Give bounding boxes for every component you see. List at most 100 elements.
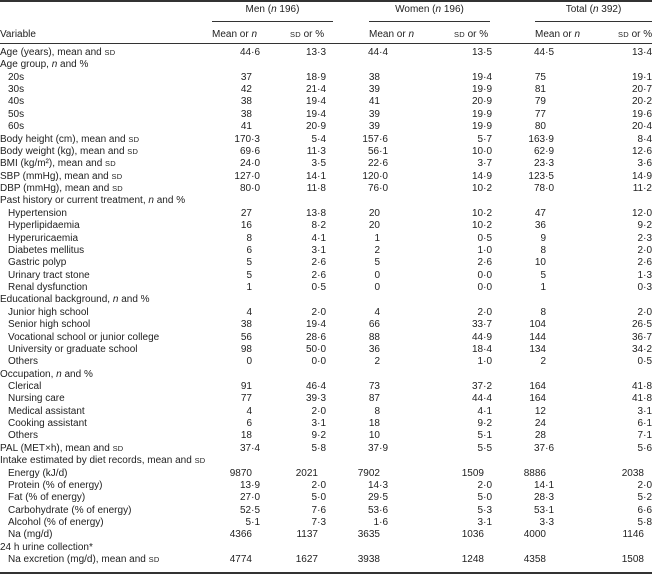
subheader-mean-or-n: Mean or n	[535, 29, 581, 40]
cell-men-mean: 52·5	[239, 504, 260, 516]
cell-women-sd: 5·3	[477, 504, 492, 516]
row-label: Others	[8, 356, 39, 368]
cell-total-sd: 3·6	[637, 158, 652, 170]
row-label: BMI (kg/m²), mean and sd	[0, 158, 116, 170]
group-rule-women	[369, 21, 490, 22]
table-row: Diabetes mellitus 6 3·1 2 1·0 8 2·0	[0, 245, 652, 257]
cell-total-mean: 81	[534, 84, 546, 96]
table-row: Hyperlipidaemia 16 8·2 20 10·2 36 9·2	[0, 220, 652, 232]
cell-women-sd: 5·5	[477, 442, 492, 454]
cell-women-sd: 3·7	[477, 158, 492, 170]
table-row: DBP (mmHg), mean and sd 80·0 11·8 76·0 10·2 7…	[0, 183, 652, 195]
row-label: Hyperlipidaemia	[8, 220, 80, 232]
cell-men-mean: 69·6	[239, 145, 260, 157]
cell-total-mean: 10	[534, 257, 546, 269]
cell-men-sd: 7·6	[311, 504, 326, 516]
cell-total-sd: 20·2	[631, 96, 652, 108]
cell-women-sd: 19·9	[471, 108, 492, 120]
group-header-women: Women (n 196)	[395, 4, 464, 15]
row-label: SBP (mmHg), mean and sd	[0, 170, 123, 182]
row-label: Fat (% of energy)	[8, 492, 86, 504]
cell-women-sd: 10·0	[471, 145, 492, 157]
cell-total-mean: 8	[540, 244, 546, 256]
subheader-sd-or-pct: sd or %	[290, 29, 325, 40]
row-label: Senior high school	[8, 319, 91, 331]
cell-total-mean: 8	[540, 306, 546, 318]
cell-women-sd: 0·5	[477, 232, 492, 244]
table-row: PAL (MET×h), mean and sd 37·4 5·8 37·9 5·5 37…	[0, 443, 652, 455]
bottom-rule	[0, 572, 652, 574]
cell-women-mean: 88	[368, 331, 380, 343]
cell-women-sd: 0·0	[477, 269, 492, 281]
cell-men-sd: 8·2	[311, 220, 326, 232]
cell-men-mean: 44·6	[239, 47, 260, 58]
cell-men-sd: 50·0	[305, 343, 326, 355]
table-row: Others 18 9·2 10 5·1 28 7·1	[0, 430, 652, 442]
cell-total-sd: 5·2	[637, 492, 652, 504]
row-label: DBP (mmHg), mean and sd	[0, 183, 123, 195]
cell-men-sd: 39·3	[305, 393, 326, 405]
cell-men-mean: 56	[240, 331, 252, 343]
row-label: 50s	[8, 108, 25, 120]
cell-total-sd: 26·5	[631, 319, 652, 331]
cell-men-sd: 1627	[295, 554, 318, 566]
table-row: Na excretion (mg/d), mean and sd 4774 1627…	[0, 554, 652, 566]
cell-total-sd: 19·6	[631, 108, 652, 120]
subheader-sd-or-pct: sd or %	[618, 29, 652, 40]
row-label: Occupation, n and %	[0, 368, 93, 380]
row-label: Urinary tract stone	[8, 269, 90, 281]
cell-men-mean: 42	[240, 84, 252, 96]
cell-women-mean: 14·3	[367, 479, 388, 491]
cell-men-mean: 170·3	[234, 133, 260, 145]
cell-women-mean: 1	[374, 232, 380, 244]
cell-total-sd: 2·3	[637, 232, 652, 244]
row-label: Energy (kJ/d)	[8, 467, 68, 479]
row-label: Age group, n and %	[0, 59, 89, 71]
row-label: Educational background, n and %	[0, 294, 150, 306]
cell-women-sd: 0·0	[477, 282, 492, 294]
cell-women-mean: 53·6	[367, 504, 388, 516]
cell-total-mean: 36	[534, 220, 546, 232]
cell-men-sd: 28·6	[305, 331, 326, 343]
cell-men-sd: 3·1	[311, 418, 326, 430]
cell-men-mean: 1	[246, 282, 252, 294]
cell-women-mean: 5	[374, 257, 380, 269]
cell-total-mean: 134	[529, 343, 546, 355]
table-row: Nursing care 77 39·3 87 44·4 164 41·8	[0, 393, 652, 405]
table-row: Body height (cm), mean and sd 170·3 5·4 157…	[0, 134, 652, 146]
cell-total-mean: 62·9	[533, 145, 554, 157]
cell-men-sd: 0·0	[311, 356, 326, 368]
cell-total-sd: 5·8	[637, 517, 652, 529]
table-row: 30s 42 21·4 39 19·9 81 20·7	[0, 84, 652, 96]
table-row: 24 h urine collection*	[0, 542, 652, 554]
cell-men-sd: 3·5	[311, 158, 326, 170]
cell-total-sd: 41·8	[631, 393, 652, 405]
cell-women-sd: 13·5	[471, 47, 492, 58]
table-row: 60s 41 20·9 39 19·9 80 20·4	[0, 121, 652, 133]
cell-men-sd: 0·5	[311, 282, 326, 294]
table-row: Energy (kJ/d) 9870 2021 7902 1509 8886 2038	[0, 468, 652, 480]
row-label: 30s	[8, 84, 25, 96]
cell-total-sd: 2·0	[637, 244, 652, 256]
cell-women-sd: 1248	[461, 554, 484, 566]
cell-total-sd: 5·6	[637, 442, 652, 454]
table-row: Clerical 91 46·4 73 37·2 164 41·8	[0, 381, 652, 393]
cell-women-mean: 3938	[357, 554, 380, 566]
cell-total-mean: 28·3	[533, 492, 554, 504]
cell-men-sd: 20·9	[305, 121, 326, 133]
table-row: Educational background, n and %	[0, 294, 652, 306]
cell-men-mean: 98	[240, 343, 252, 355]
header-rule	[0, 43, 652, 44]
cell-women-mean: 37·9	[367, 442, 388, 454]
cell-total-mean: 163·9	[528, 133, 554, 145]
cell-women-mean: 7902	[357, 467, 380, 479]
cell-women-mean: 20	[368, 220, 380, 232]
cell-men-mean: 38	[240, 96, 252, 108]
cell-men-mean: 6	[246, 418, 252, 430]
row-label: Intake estimated by diet records, mean a…	[0, 455, 206, 467]
cell-men-mean: 8	[246, 232, 252, 244]
cell-men-mean: 4366	[229, 529, 252, 541]
cell-total-mean: 79	[534, 96, 546, 108]
cell-women-sd: 14·9	[471, 170, 492, 182]
subheader-sd-or-pct: sd or %	[454, 29, 489, 40]
